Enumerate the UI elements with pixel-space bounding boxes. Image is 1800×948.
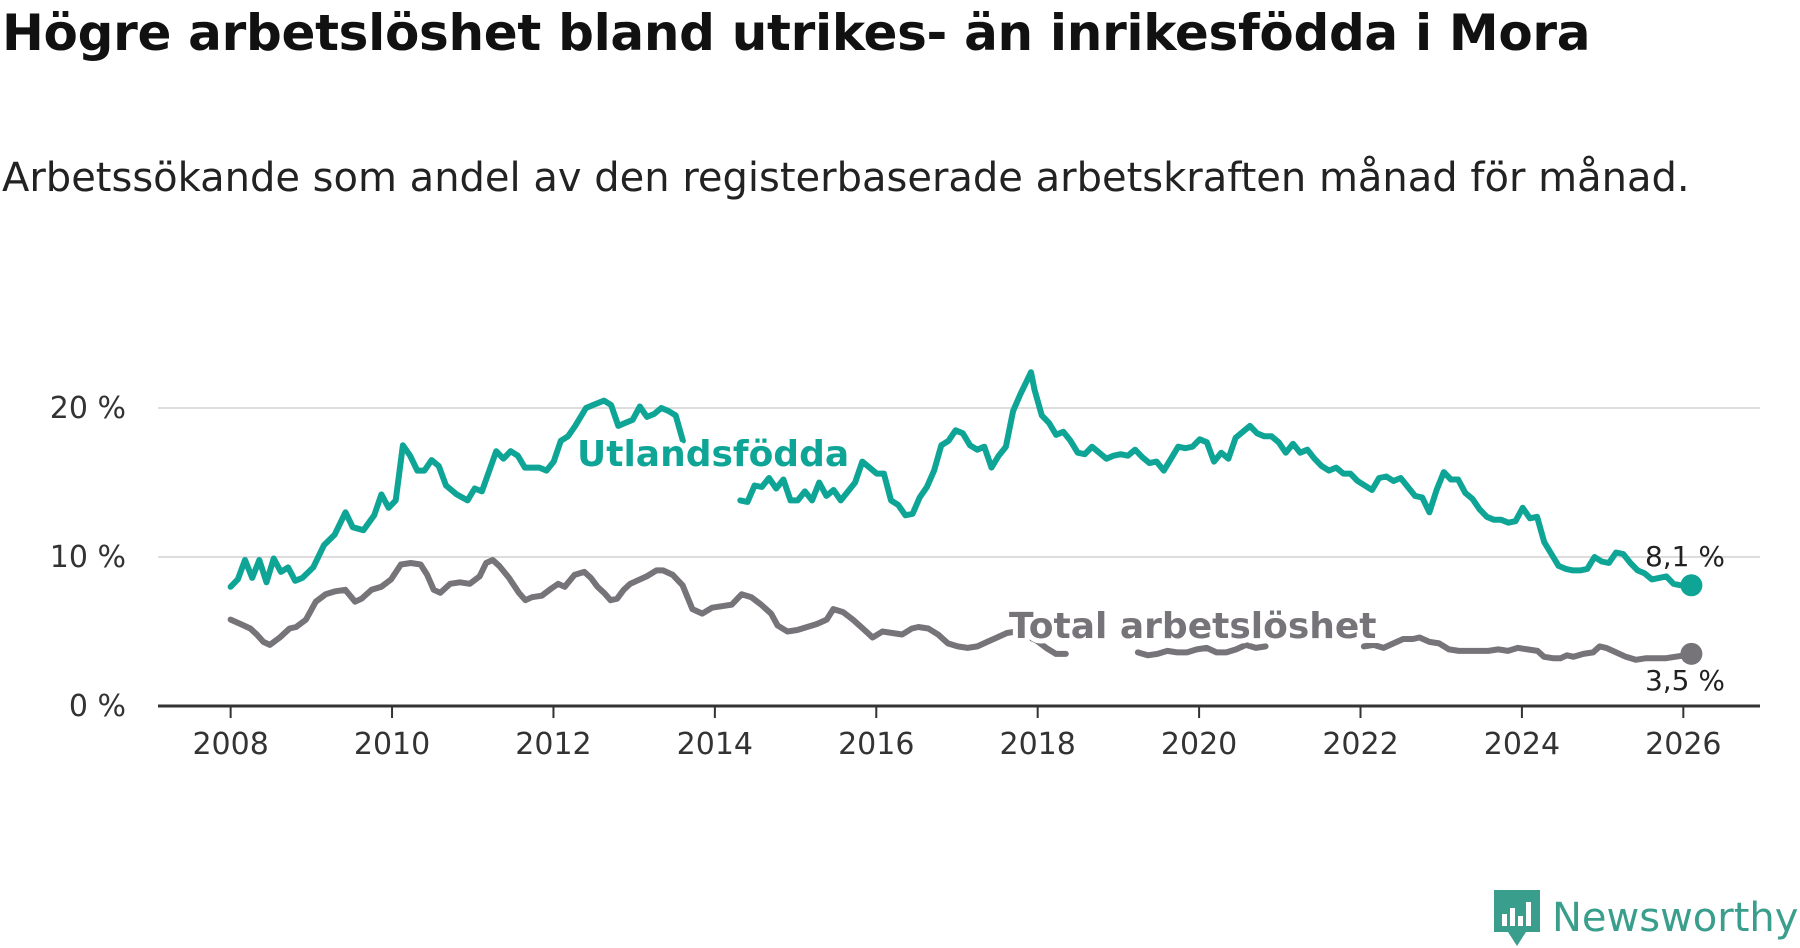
end-label-utlandsfodda: 8,1 % — [1645, 540, 1725, 573]
series-label-utlandsfodda: Utlandsfödda — [577, 434, 849, 475]
line-total-arbetsloshet — [1360, 634, 1695, 663]
x-tick-label: 2016 — [838, 727, 914, 762]
end-point-utlandsfodda — [1680, 574, 1703, 597]
series-lines — [227, 369, 1703, 665]
brand-name: Newsworthy — [1552, 895, 1799, 941]
line-utlandsfodda — [227, 397, 686, 590]
x-tick-label: 2026 — [1645, 727, 1721, 762]
y-tick-label: 20 % — [50, 391, 126, 426]
newsworthy-brand: Newsworthy — [1492, 888, 1798, 948]
chart-title: Högre arbetslöshet bland utrikes- än inr… — [2, 4, 1591, 62]
y-tick-label: 0 % — [69, 689, 126, 724]
x-tick-label: 2024 — [1484, 727, 1560, 762]
series-label-total: Total arbetslöshet — [1009, 606, 1377, 647]
x-tick-label: 2012 — [515, 727, 591, 762]
x-tick-label: 2008 — [192, 727, 268, 762]
x-tick-label: 2020 — [1161, 727, 1237, 762]
x-tick-label: 2018 — [1000, 727, 1076, 762]
x-tick-label: 2010 — [354, 727, 430, 762]
end-point-total — [1680, 642, 1703, 665]
line-total-arbetsloshet — [1134, 641, 1269, 659]
y-tick-label: 10 % — [50, 540, 126, 575]
newsworthy-logo-icon — [1494, 890, 1540, 946]
x-axis-ticks: 2008 2010 2012 2014 2016 2018 2020 2022 … — [192, 706, 1722, 762]
end-label-total: 3,5 % — [1645, 664, 1725, 697]
x-tick-label: 2014 — [677, 727, 753, 762]
x-tick-label: 2022 — [1322, 727, 1398, 762]
line-total-arbetsloshet — [227, 557, 1069, 657]
chart-subtitle: Arbetssökande som andel av den registerb… — [2, 155, 1690, 201]
line-utlandsfodda — [737, 369, 1695, 589]
y-axis-ticks: 0 % 10 % 20 % — [50, 391, 126, 724]
gridlines — [158, 407, 1760, 708]
